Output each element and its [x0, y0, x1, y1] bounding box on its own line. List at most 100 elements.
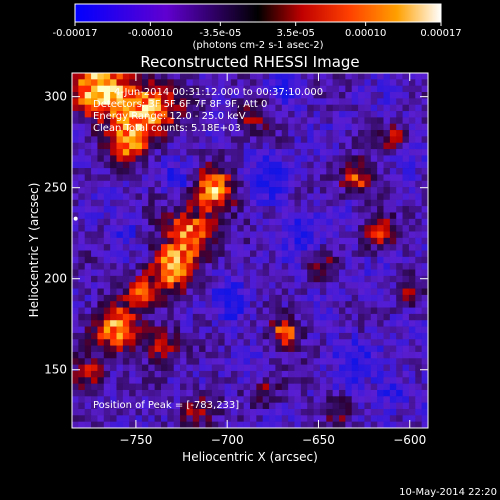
heatmap-cell: [351, 73, 359, 80]
heatmap-cell: [389, 370, 397, 378]
heatmap-cell: [326, 345, 333, 353]
heatmap-cell: [383, 345, 391, 353]
heatmap-cell: [326, 85, 333, 93]
heatmap-cell: [364, 256, 372, 264]
heatmap-cell: [281, 301, 289, 308]
heatmap-cell: [389, 351, 397, 359]
heatmap-cell: [237, 402, 244, 410]
heatmap-cell: [339, 301, 346, 308]
heatmap-cell: [192, 136, 200, 144]
heatmap-cell: [205, 351, 213, 359]
heatmap-cell: [281, 231, 289, 239]
heatmap-cell: [345, 199, 353, 207]
heatmap-cell: [358, 402, 365, 410]
heatmap-cell: [97, 123, 105, 131]
heatmap-cell: [173, 282, 181, 289]
heatmap-cell: [154, 199, 162, 207]
heatmap-cell: [186, 85, 194, 93]
heatmap-cell: [180, 85, 187, 93]
heatmap-cell: [408, 123, 416, 131]
heatmap-cell: [192, 351, 200, 359]
heatmap-cell: [370, 206, 378, 213]
heatmap-cell: [97, 231, 105, 239]
heatmap-cell: [319, 79, 327, 86]
heatmap-cell: [415, 149, 422, 156]
heatmap-cell: [97, 294, 105, 302]
heatmap-cell: [103, 92, 111, 99]
heatmap-cell: [269, 168, 276, 175]
heatmap-cell: [281, 358, 289, 365]
heatmap-cell: [345, 282, 353, 289]
heatmap-cell: [161, 155, 168, 163]
heatmap-cell: [262, 396, 270, 403]
heatmap-cell: [313, 408, 321, 416]
heatmap-cell: [313, 294, 321, 302]
heatmap-cell: [199, 370, 206, 378]
heatmap-cell: [281, 364, 289, 372]
heatmap-cell: [154, 313, 162, 321]
heatmap-cell: [199, 256, 206, 264]
heatmap-cell: [415, 174, 422, 182]
heatmap-cell: [122, 168, 130, 175]
heatmap-cell: [243, 79, 251, 86]
heatmap-cell: [135, 130, 143, 137]
heatmap-cell: [91, 313, 98, 321]
heatmap-cell: [224, 370, 232, 378]
heatmap-cell: [72, 142, 79, 150]
heatmap-cell: [199, 92, 206, 99]
heatmap-cell: [319, 383, 327, 391]
heatmap-cell: [377, 408, 384, 416]
heatmap-cell: [300, 307, 308, 315]
heatmap-cell: [84, 351, 92, 359]
heatmap-cell: [364, 149, 372, 156]
heatmap-cell: [141, 307, 149, 315]
heatmap-cell: [97, 415, 105, 422]
heatmap-cell: [256, 288, 264, 296]
heatmap-cell: [250, 396, 257, 403]
heatmap-cell: [186, 294, 194, 302]
heatmap-cell: [377, 123, 384, 131]
heatmap-cell: [173, 250, 181, 258]
heatmap-cell: [383, 231, 391, 239]
heatmap-cell: [319, 180, 327, 188]
heatmap-cell: [396, 358, 403, 365]
heatmap-cell: [319, 421, 327, 428]
heatmap-cell: [173, 326, 181, 334]
heatmap-cell: [237, 288, 244, 296]
heatmap-cell: [135, 237, 143, 245]
heatmap-cell: [243, 218, 251, 226]
heatmap-cell: [364, 301, 372, 308]
heatmap-cell: [345, 269, 353, 277]
heatmap-cell: [319, 231, 327, 239]
heatmap-cell: [110, 92, 117, 99]
heatmap-cell: [326, 421, 333, 428]
heatmap-cell: [78, 231, 86, 239]
heatmap-cell: [211, 370, 219, 378]
heatmap-cell: [205, 244, 213, 251]
heatmap-cell: [377, 111, 384, 118]
heatmap-cell: [326, 370, 333, 378]
colorbar-tick-label: -0.00017: [53, 28, 98, 39]
heatmap-cell: [288, 307, 295, 315]
heatmap-cell: [192, 130, 200, 137]
heatmap-cell: [186, 275, 194, 283]
heatmap-cell: [72, 231, 79, 239]
heatmap-cell: [250, 123, 257, 131]
heatmap-cell: [148, 339, 155, 346]
heatmap-cell: [218, 117, 225, 125]
heatmap-cell: [103, 244, 111, 251]
heatmap-cell: [294, 345, 302, 353]
heatmap-cell: [364, 231, 372, 239]
heatmap-cell: [173, 288, 181, 296]
heatmap-cell: [402, 288, 410, 296]
heatmap-cell: [84, 161, 92, 169]
heatmap-cell: [84, 294, 92, 302]
heatmap-cell: [110, 320, 117, 327]
heatmap-cell: [358, 345, 365, 353]
heatmap-cell: [421, 408, 428, 416]
heatmap-cell: [421, 142, 428, 150]
heatmap-cell: [275, 408, 283, 416]
heatmap-cell: [300, 269, 308, 277]
heatmap-cell: [84, 326, 92, 334]
heatmap-cell: [243, 73, 251, 80]
